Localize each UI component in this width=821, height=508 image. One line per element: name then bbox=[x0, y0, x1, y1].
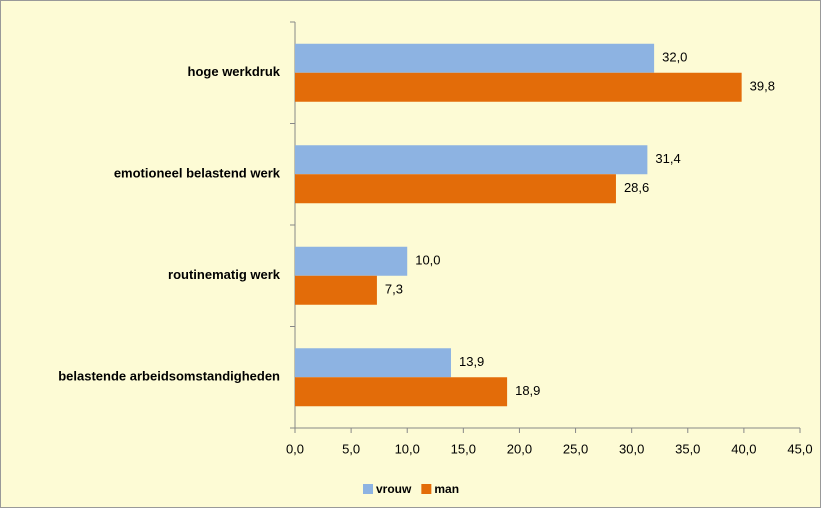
legend-swatch bbox=[421, 484, 432, 494]
category-label: belastende arbeidsomstandigheden bbox=[58, 369, 280, 384]
bar bbox=[295, 43, 655, 73]
bar bbox=[295, 377, 508, 407]
x-tick-label: 40,0 bbox=[731, 441, 756, 456]
value-label: 32,0 bbox=[662, 50, 687, 65]
x-tick-label: 5,0 bbox=[342, 441, 360, 456]
value-label: 13,9 bbox=[459, 354, 484, 369]
x-tick-label: 45,0 bbox=[787, 441, 812, 456]
bar bbox=[295, 174, 616, 204]
x-tick-label: 30,0 bbox=[619, 441, 644, 456]
x-tick-label: 0,0 bbox=[286, 441, 304, 456]
legend-label: vrouw bbox=[376, 482, 412, 496]
x-tick-label: 10,0 bbox=[395, 441, 420, 456]
bar bbox=[295, 246, 408, 276]
legend-swatch bbox=[363, 484, 373, 494]
category-label: hoge werkdruk bbox=[188, 64, 281, 79]
category-label: emotioneel belastend werk bbox=[114, 166, 281, 181]
category-label: routinematig werk bbox=[168, 267, 281, 282]
value-label: 28,6 bbox=[624, 180, 649, 195]
x-tick-label: 15,0 bbox=[451, 441, 476, 456]
value-label: 7,3 bbox=[385, 282, 403, 297]
legend-label: man bbox=[434, 482, 459, 496]
x-tick-label: 25,0 bbox=[563, 441, 588, 456]
bar bbox=[295, 72, 742, 102]
bar bbox=[295, 348, 451, 378]
value-label: 10,0 bbox=[415, 253, 440, 268]
bar bbox=[295, 145, 648, 175]
x-tick-label: 20,0 bbox=[507, 441, 532, 456]
value-label: 18,9 bbox=[515, 383, 540, 398]
value-label: 39,8 bbox=[750, 79, 775, 94]
x-tick-label: 35,0 bbox=[675, 441, 700, 456]
bar bbox=[295, 275, 377, 305]
value-label: 31,4 bbox=[655, 151, 680, 166]
